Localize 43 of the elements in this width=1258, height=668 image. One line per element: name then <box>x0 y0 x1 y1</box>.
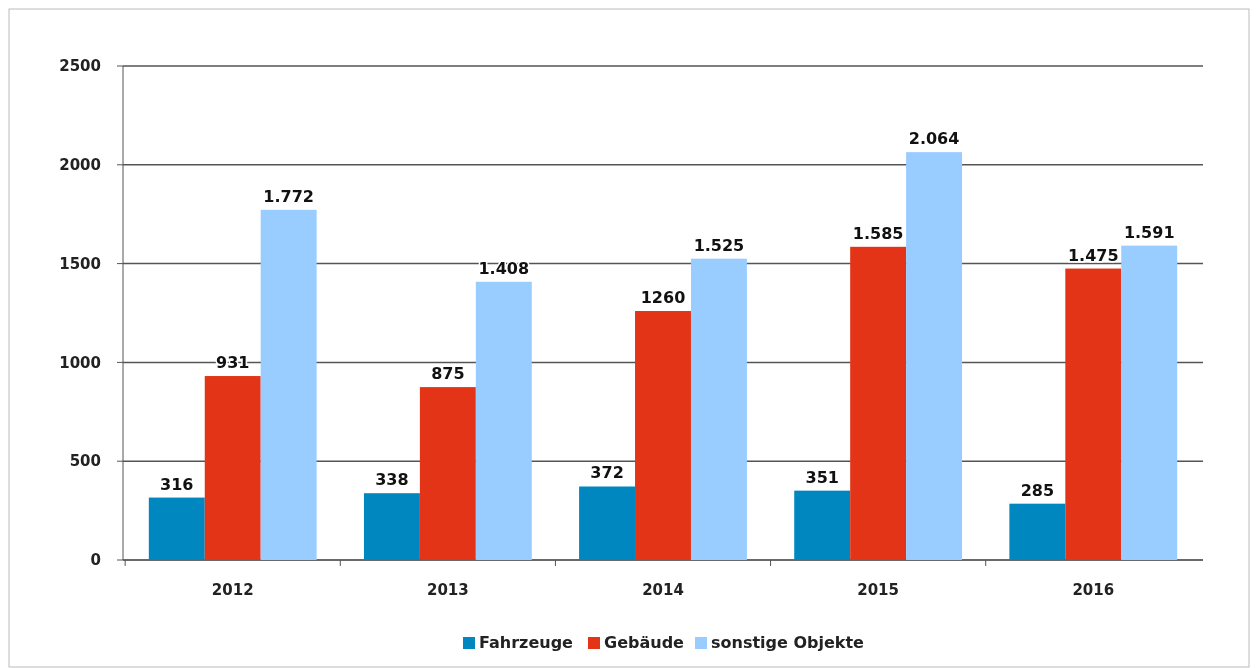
bar <box>204 376 261 560</box>
y-tick-label: 1000 <box>59 353 101 372</box>
y-tick-label: 2000 <box>59 156 101 175</box>
bar <box>579 486 636 560</box>
data-label: 1.585 <box>852 223 904 243</box>
bar <box>635 311 691 560</box>
bar <box>690 258 747 560</box>
legend-label: Gebäude <box>604 633 685 652</box>
data-label: 1.772 <box>263 186 314 206</box>
bar <box>794 490 851 560</box>
bar <box>148 497 205 560</box>
data-label: 2.064 <box>908 129 960 149</box>
data-label: 285 <box>1020 480 1055 500</box>
data-label: 338 <box>375 470 409 490</box>
bar <box>1009 503 1066 560</box>
legend-label: Fahrzeuge <box>479 633 574 652</box>
y-tick-label: 0 <box>90 551 101 570</box>
x-tick-label: 2014 <box>642 581 684 599</box>
bar <box>475 281 532 560</box>
bar <box>260 209 317 560</box>
x-tick-label: 2016 <box>1072 581 1115 599</box>
legend-label: sonstige Objekte <box>711 633 865 652</box>
data-label: 351 <box>805 467 839 487</box>
x-tick-label: 2013 <box>426 581 469 599</box>
data-label: 1.591 <box>1123 222 1175 242</box>
bar <box>363 493 420 560</box>
data-label: 316 <box>160 474 194 494</box>
bar <box>850 246 907 560</box>
data-label: 372 <box>590 463 624 483</box>
x-tick-label: 2015 <box>857 581 900 599</box>
data-label: 1.475 <box>1067 245 1119 265</box>
bar <box>906 152 963 560</box>
data-label: 1.408 <box>478 258 530 278</box>
bar <box>1065 268 1122 560</box>
data-label: 1.525 <box>693 235 745 255</box>
y-tick-label: 2500 <box>59 57 101 76</box>
bar <box>419 387 476 560</box>
x-tick-label: 2012 <box>211 581 254 599</box>
y-tick-label: 500 <box>69 452 101 471</box>
bar <box>1121 245 1178 560</box>
y-tick-label: 1500 <box>59 254 101 273</box>
data-label: 1260 <box>640 288 686 308</box>
data-label: 875 <box>431 364 465 384</box>
